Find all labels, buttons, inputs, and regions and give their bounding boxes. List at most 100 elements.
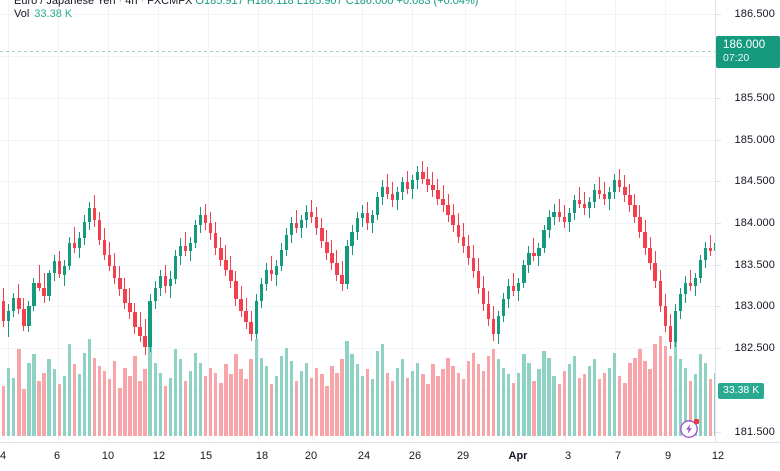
- volume-bar: [466, 361, 470, 436]
- volume-bar: [340, 359, 344, 436]
- candle-body: [103, 239, 107, 255]
- candle-body: [310, 211, 314, 217]
- volume-bar: [289, 361, 294, 436]
- volume-bar: [491, 349, 496, 436]
- candlestick: [108, 0, 112, 442]
- volume-bar: [143, 369, 147, 436]
- volume-bar: [400, 359, 405, 436]
- legend-symbol[interactable]: Euro / Japanese Yen: [14, 0, 116, 7]
- grid-line-horizontal: [0, 265, 715, 266]
- candlestick: [471, 0, 476, 442]
- volume-bar: [512, 382, 516, 436]
- volume-bar: [618, 376, 622, 436]
- candlestick: [678, 0, 683, 442]
- volume-bar: [471, 352, 476, 436]
- candlestick: [638, 0, 642, 442]
- candle-body: [426, 178, 430, 186]
- lightning-bolt-icon[interactable]: [679, 419, 699, 439]
- candle-body: [82, 221, 87, 239]
- legend-exchange[interactable]: FXCMFX: [147, 0, 193, 7]
- grid-line-horizontal: [0, 98, 715, 99]
- candle-body: [365, 213, 369, 224]
- candlestick: [668, 0, 672, 442]
- price-axis[interactable]: 186.500 186.000 185.500 185.000 184.500 184.0…: [715, 0, 780, 442]
- time-axis-tick: 6: [53, 450, 61, 462]
- current-price-badge[interactable]: 186.000 07:20: [716, 36, 780, 68]
- price-axis-tick: 181.500: [734, 426, 775, 438]
- grid-line-vertical: [108, 0, 109, 442]
- volume-bar: [683, 367, 688, 436]
- candlestick: [446, 0, 450, 442]
- volume-bar: [380, 344, 385, 436]
- candlestick: [537, 0, 541, 442]
- candle-body: [532, 253, 536, 257]
- volume-bar: [2, 386, 6, 436]
- candlestick: [305, 0, 309, 442]
- volume-bar: [310, 377, 314, 436]
- candle-body: [658, 281, 662, 306]
- volume-bar: [108, 379, 112, 436]
- candle-body: [411, 180, 415, 189]
- candlestick: [178, 0, 183, 442]
- volume-bar: [320, 374, 324, 436]
- volume-axis-badge[interactable]: 33.38 K: [718, 383, 765, 399]
- legend-low-label: L: [296, 0, 303, 7]
- candlestick: [426, 0, 430, 442]
- candle-wick: [73, 226, 75, 254]
- candlestick: [557, 0, 561, 442]
- candle-body: [451, 215, 455, 225]
- grid-line-vertical: [615, 0, 616, 442]
- candlestick: [633, 0, 637, 442]
- candle-body: [653, 262, 657, 282]
- candlestick: [673, 0, 678, 442]
- candlestick: [198, 0, 203, 442]
- candle-body: [259, 284, 263, 301]
- current-price-time: 07:20: [723, 52, 750, 64]
- volume-bar: [335, 372, 339, 436]
- volume-bar: [456, 372, 460, 436]
- candle-body: [335, 262, 339, 275]
- volume-bar: [395, 367, 400, 436]
- candle-body: [375, 196, 380, 216]
- candle-body: [299, 220, 304, 229]
- price-axis-tick-mark: [716, 348, 721, 349]
- volume-bar: [557, 384, 561, 436]
- candle-body: [32, 282, 36, 306]
- volume-bar: [279, 356, 284, 436]
- volume-bar: [582, 374, 587, 436]
- legend-volume-row[interactable]: Vol 33.38 K: [14, 8, 478, 21]
- price-chart-plot[interactable]: [0, 0, 715, 442]
- candle-body: [2, 300, 6, 321]
- candle-body: [128, 302, 132, 313]
- candlestick: [547, 0, 551, 442]
- candle-body: [123, 289, 127, 303]
- candlestick: [592, 0, 597, 442]
- legend-interval[interactable]: 4h: [125, 0, 138, 7]
- volume-bar: [32, 354, 36, 436]
- candle-body: [178, 246, 183, 257]
- candlestick: [421, 0, 425, 442]
- legend-open-value: 185.917: [203, 0, 244, 7]
- candlestick: [350, 0, 354, 442]
- time-axis-tick: 12: [711, 450, 725, 462]
- candlestick: [406, 0, 410, 442]
- time-axis-tick: 15: [199, 450, 213, 462]
- candlestick: [183, 0, 188, 442]
- candlestick: [330, 0, 334, 442]
- candle-body: [204, 215, 208, 224]
- time-axis[interactable]: 4 6 10 12 15 18 20 24 26 29 Apr 3 7 9 12: [0, 442, 780, 471]
- volume-bar: [476, 364, 481, 436]
- legend-symbol-row[interactable]: Euro / Japanese Yen · 4h · FXCMFX O185.917 H…: [14, 0, 478, 8]
- candlestick: [602, 0, 607, 442]
- candlestick: [486, 0, 491, 442]
- candle-body: [214, 233, 218, 249]
- candle-body: [693, 277, 698, 287]
- candlestick: [168, 0, 173, 442]
- price-axis-tick: 184.000: [734, 217, 775, 229]
- candlestick: [577, 0, 582, 442]
- candlestick: [325, 0, 329, 442]
- candle-body: [668, 325, 672, 343]
- candlestick: [148, 0, 152, 442]
- volume-bar: [370, 379, 375, 436]
- candle-body: [305, 211, 309, 221]
